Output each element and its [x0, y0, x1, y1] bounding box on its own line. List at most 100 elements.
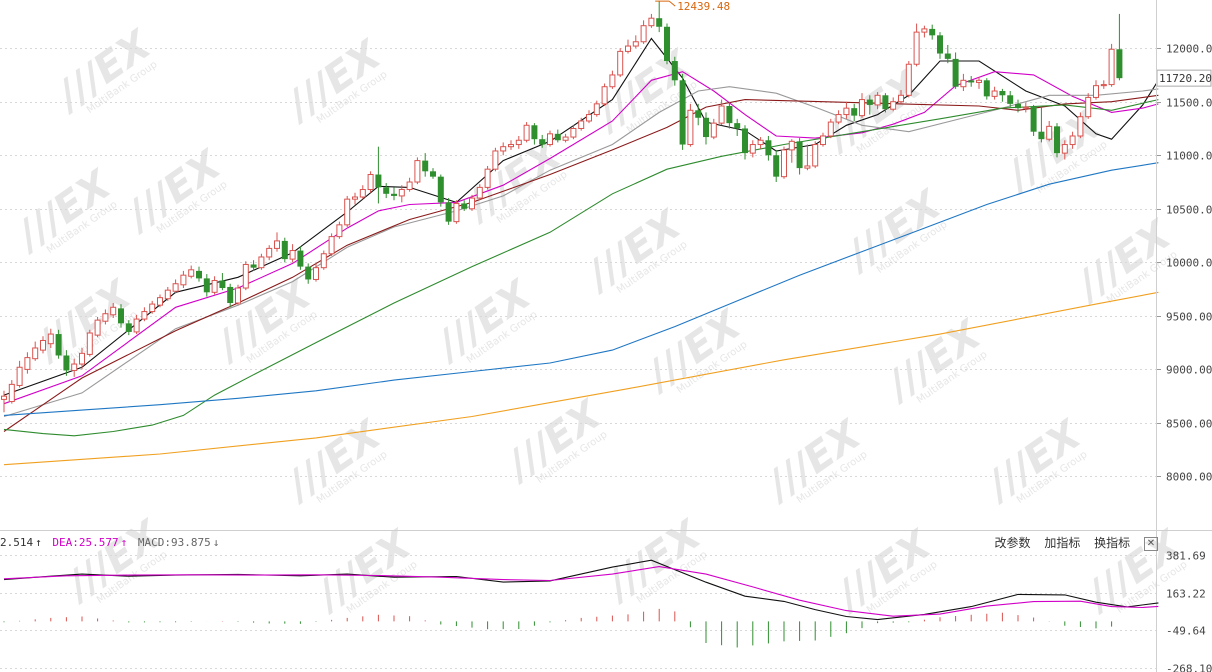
candle-up	[648, 13, 655, 28]
candle-down	[1054, 123, 1060, 158]
dea-line	[3, 566, 1159, 617]
candle-up	[94, 316, 101, 338]
add-indicator-button[interactable]: 加指标	[1044, 536, 1081, 550]
candle-body	[383, 187, 390, 194]
candle-body	[882, 95, 889, 110]
candle-down	[866, 95, 873, 115]
dif-value: 2.514	[0, 536, 34, 549]
candle-up	[749, 140, 756, 158]
candle-body	[921, 28, 928, 33]
candle-body	[820, 135, 826, 146]
candle-body	[164, 289, 171, 300]
candle-body	[391, 193, 397, 196]
candle-up	[1069, 131, 1076, 149]
candle-down	[422, 153, 429, 177]
candle-body	[484, 168, 491, 188]
candle-body	[258, 256, 265, 269]
candle-body	[437, 176, 444, 203]
candle-body	[172, 283, 179, 292]
candle-body	[718, 105, 725, 124]
close-icon[interactable]: ✕	[1144, 536, 1158, 551]
candle-body	[679, 80, 686, 145]
candle-up	[1077, 112, 1084, 139]
macd-tick-label: 381.69	[1166, 550, 1206, 563]
candle-up	[344, 195, 351, 227]
candle-down	[445, 198, 452, 225]
candle-body	[773, 155, 780, 177]
candle-body	[570, 127, 577, 138]
candle-up	[32, 341, 39, 361]
candle-up	[79, 347, 85, 370]
candle-down	[968, 76, 975, 87]
candle-body	[726, 106, 733, 124]
candle-up	[313, 263, 319, 282]
candle-up	[1022, 102, 1029, 113]
candle-up	[827, 118, 834, 139]
candle-body	[578, 120, 585, 129]
candle-body	[1093, 85, 1099, 98]
candle-body	[835, 114, 842, 123]
candle-body	[523, 124, 530, 141]
macd-gridlines	[0, 555, 1156, 669]
candle-body	[890, 101, 897, 110]
candle-body	[1100, 84, 1107, 87]
candle-up	[788, 139, 795, 163]
candle-body	[710, 122, 717, 138]
candle-up	[1093, 80, 1099, 100]
switch-indicator-button[interactable]: 换指标	[1094, 536, 1131, 550]
candle-body	[609, 74, 616, 88]
candle-down	[671, 56, 678, 86]
candle-down	[219, 273, 226, 291]
candle-up	[164, 286, 171, 301]
candle-down	[765, 135, 772, 161]
candle-up	[1, 390, 7, 413]
candle-body	[297, 250, 304, 267]
price-tick-label: 9000.00	[1166, 364, 1212, 377]
candle-up	[492, 147, 499, 172]
candle-down	[227, 283, 234, 308]
candle-up	[320, 250, 327, 270]
candle-body	[937, 35, 943, 54]
candle-body	[734, 123, 741, 129]
candle-up	[586, 110, 592, 124]
candle-body	[999, 91, 1006, 96]
candle-body	[414, 160, 421, 183]
candle-up	[47, 328, 54, 348]
candle-body	[281, 240, 288, 260]
candle-down	[1116, 13, 1123, 81]
candle-body	[55, 334, 62, 356]
peak-pointer-tail	[668, 0, 676, 7]
candle-body	[445, 202, 452, 222]
candle-body	[118, 308, 124, 324]
candle-up	[625, 39, 631, 54]
candle-body	[313, 267, 319, 280]
candle-up	[71, 358, 78, 377]
candle-body	[804, 165, 811, 169]
candle-body	[539, 139, 546, 145]
candle-up	[1100, 80, 1107, 89]
candle-up	[991, 86, 998, 100]
candle-body	[1061, 144, 1068, 154]
candle-up	[976, 77, 982, 89]
candle-up	[570, 125, 577, 140]
change-params-button[interactable]: 改参数	[994, 536, 1031, 550]
macd-tick-label: -268.10	[1166, 663, 1212, 672]
candle-body	[32, 347, 39, 360]
candle-down	[796, 138, 803, 175]
candle-up	[367, 171, 374, 193]
candle-up	[609, 70, 616, 89]
candle-up	[86, 329, 93, 357]
candle-up	[820, 132, 826, 147]
ma-line-blue	[3, 162, 1159, 416]
candle-up	[1085, 93, 1092, 119]
candle-up	[133, 314, 140, 335]
candle-body	[648, 17, 655, 27]
candle-body	[586, 114, 592, 122]
candle-body	[16, 366, 23, 386]
candle-body	[274, 240, 280, 249]
candle-body	[1085, 96, 1092, 118]
candle-down	[1015, 99, 1021, 113]
